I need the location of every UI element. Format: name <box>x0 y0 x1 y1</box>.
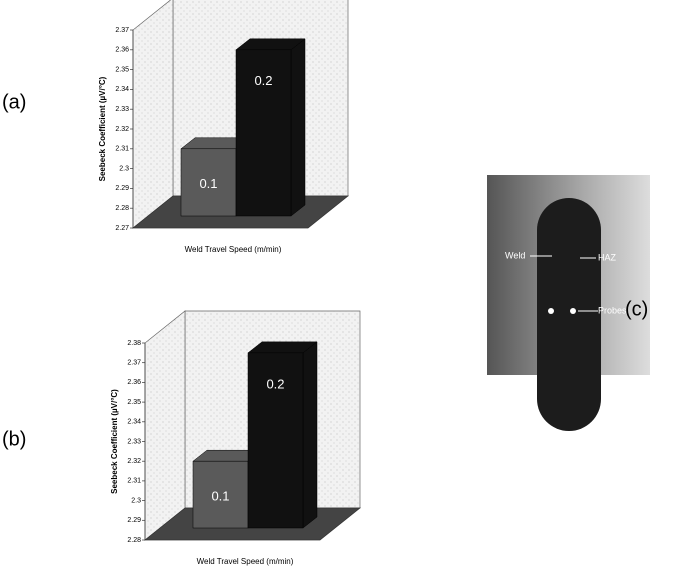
y-tick-label: 2.28 <box>115 205 129 212</box>
y-tick-label: 2.35 <box>127 399 141 406</box>
y-tick-label: 2.29 <box>127 517 141 524</box>
figure: (a) (b) Weld HAZ Probes (c) 2.27 2.28 2.29… <box>0 0 678 573</box>
y-axis-label: Seebeck Coefficient (µV/°C) <box>98 76 107 181</box>
y-tick-label: 2.31 <box>115 146 129 153</box>
side-wall <box>133 0 173 228</box>
y-tick-label: 2.3 <box>131 497 141 504</box>
y-tick-label: 2.32 <box>115 126 129 133</box>
y-tick-label: 2.36 <box>115 47 129 54</box>
y-tick-label: 2.33 <box>127 438 141 445</box>
y-tick-label: 2.34 <box>115 86 129 93</box>
bar-label: 0.2 <box>266 376 284 391</box>
photo-label: Probes <box>598 305 627 315</box>
side-wall <box>145 311 185 540</box>
y-tick-label: 2.38 <box>127 340 141 347</box>
bar-label: 0.1 <box>211 489 229 504</box>
y-tick-label: 2.27 <box>115 225 129 232</box>
y-tick-label: 2.37 <box>115 27 129 34</box>
x-axis-label: Weld Travel Speed (m/min) <box>197 557 294 566</box>
bar-label: 0.1 <box>199 176 217 191</box>
y-tick-label: 2.36 <box>127 379 141 386</box>
photo-label: HAZ <box>598 252 617 262</box>
x-axis-label: Weld Travel Speed (m/min) <box>185 245 282 254</box>
bar-label: 0.2 <box>254 73 272 88</box>
probe-dot <box>570 308 576 314</box>
bar-side <box>291 39 305 216</box>
photo-label: Weld <box>505 250 525 260</box>
y-tick-label: 2.31 <box>127 478 141 485</box>
y-tick-label: 2.33 <box>115 106 129 113</box>
panel-label: (b) <box>2 428 26 450</box>
y-tick-label: 2.34 <box>127 419 141 426</box>
y-tick-label: 2.35 <box>115 66 129 73</box>
specimen <box>537 198 601 431</box>
y-axis-label: Seebeck Coefficient (µV/°C) <box>110 389 119 494</box>
y-tick-label: 2.28 <box>127 537 141 544</box>
bar-side <box>303 342 317 528</box>
y-tick-label: 2.37 <box>127 360 141 367</box>
panel-label: (a) <box>2 91 26 113</box>
panel-label: (c) <box>625 298 648 320</box>
y-tick-label: 2.3 <box>119 165 129 172</box>
probe-dot <box>548 308 554 314</box>
y-tick-label: 2.29 <box>115 185 129 192</box>
y-tick-label: 2.32 <box>127 458 141 465</box>
